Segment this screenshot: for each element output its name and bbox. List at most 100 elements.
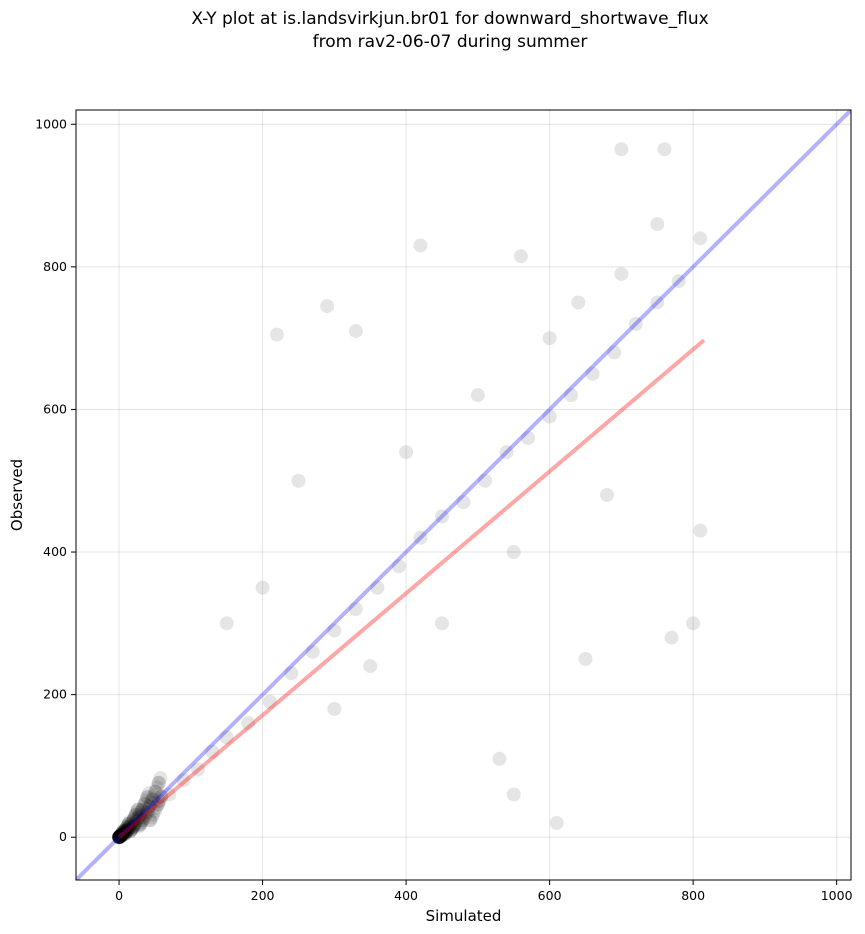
y-tick-label: 200	[43, 687, 67, 702]
scatter-point	[116, 823, 131, 838]
scatter-point	[112, 830, 127, 845]
scatter-point	[162, 787, 177, 802]
scatter-point	[120, 820, 135, 835]
scatter-point	[320, 299, 335, 314]
scatter-point	[478, 473, 493, 488]
scatter-point	[138, 808, 153, 823]
scatter-point	[413, 238, 428, 253]
scatter-point	[305, 644, 320, 659]
fit-line	[117, 338, 706, 839]
scatter-point	[113, 829, 128, 844]
scatter-point	[112, 829, 127, 844]
scatter-point	[148, 784, 163, 799]
scatter-point	[413, 530, 428, 545]
chart-title-line2: from rav2-06-07 during summer	[312, 32, 588, 52]
scatter-point	[126, 812, 141, 827]
scatter-point	[138, 793, 153, 808]
scatter-point	[134, 815, 149, 830]
scatter-point	[118, 826, 133, 841]
scatter-point	[121, 820, 136, 835]
scatter-point	[146, 788, 161, 803]
axis-ticks: 0 200 400 600 800 1000 0 200 400 600 800 1000	[35, 116, 852, 903]
scatter-point	[113, 829, 128, 844]
scatter-point	[154, 789, 169, 804]
scatter-point	[434, 616, 449, 631]
scatter-point	[137, 796, 152, 811]
scatter-point	[121, 820, 136, 835]
plot-frame	[75, 109, 852, 881]
scatter-point	[113, 829, 128, 844]
scatter-point	[115, 827, 130, 842]
scatter-point	[151, 775, 166, 790]
scatter-point	[131, 810, 146, 825]
x-tick-label: 800	[681, 888, 705, 903]
scatter-point	[116, 826, 131, 841]
scatter-point	[114, 827, 129, 842]
scatter-point	[140, 790, 155, 805]
scatter-point	[205, 744, 220, 759]
scatter-point	[521, 430, 536, 445]
scatter-point	[434, 509, 449, 524]
x-tick-label: 0	[115, 888, 123, 903]
scatter-point	[112, 829, 127, 844]
scatter-point	[128, 807, 143, 822]
scatter-point	[112, 830, 127, 845]
scatter-point	[693, 523, 708, 538]
scatter-point	[506, 545, 521, 560]
scatter-point	[190, 762, 205, 777]
scatter-point	[136, 810, 151, 825]
scatter-point	[112, 829, 127, 844]
scatter-point	[671, 274, 686, 289]
identity-line	[76, 110, 851, 880]
scatter-point	[112, 829, 127, 844]
scatter-point	[133, 817, 148, 832]
scatter-point	[150, 780, 165, 795]
scatter-point	[120, 823, 135, 838]
scatter-point	[614, 266, 629, 281]
scatter-point	[549, 815, 564, 830]
scatter-point	[120, 820, 135, 835]
chart-title-line1: X-Y plot at is.landsvirkjun.br01 for dow…	[191, 9, 709, 29]
scatter-point	[112, 830, 127, 845]
scatter-point	[117, 827, 132, 842]
scatter-point	[113, 828, 128, 843]
scatter-point	[141, 802, 156, 817]
scatter-point	[127, 818, 142, 833]
scatter-point	[664, 630, 679, 645]
scatter-point	[154, 789, 169, 804]
scatter-point	[143, 813, 158, 828]
scatter-point	[600, 488, 615, 502]
scatter-point	[117, 824, 132, 839]
scatter-point	[122, 819, 137, 834]
scatter-point	[348, 324, 363, 339]
scatter-point	[123, 824, 138, 839]
scatter-point	[607, 345, 622, 360]
scatter-point	[119, 824, 134, 839]
scatter-point	[363, 659, 378, 674]
scatter-point	[150, 797, 165, 812]
scatter-point	[117, 827, 132, 842]
scatter-point	[114, 828, 129, 843]
scatter-point	[112, 829, 127, 844]
scatter-point	[513, 249, 528, 264]
scatter-point	[137, 796, 152, 811]
scatter-point	[144, 810, 159, 825]
scatter-point	[114, 827, 129, 842]
scatter-point	[113, 828, 128, 843]
scatter-point	[141, 786, 156, 801]
scatter-point	[124, 823, 139, 838]
scatter-point	[327, 623, 342, 638]
scatter-point	[150, 797, 165, 812]
scatter-point	[115, 827, 130, 842]
scatter-point	[118, 825, 133, 840]
scatter-point	[118, 822, 133, 837]
scatter-point	[135, 813, 150, 828]
scatter-point	[112, 829, 127, 844]
scatter-point	[269, 327, 284, 342]
scatter-point	[112, 830, 127, 845]
scatter-point	[117, 827, 132, 842]
scatter-point	[121, 816, 136, 831]
scatter-point	[134, 803, 149, 818]
scatter-point	[128, 817, 143, 832]
scatter-point	[145, 792, 160, 807]
